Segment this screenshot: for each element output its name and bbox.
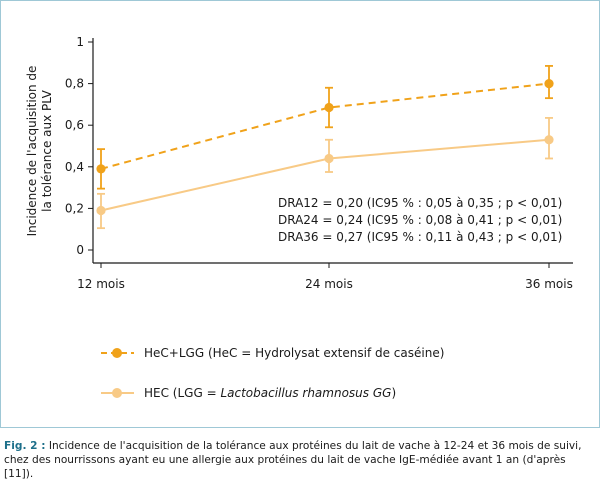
data-point: [96, 164, 106, 174]
data-point: [544, 79, 554, 89]
series-hec-lgg: [96, 65, 554, 190]
y-axis-title: Incidence de l'acquisition dela toléranc…: [25, 66, 54, 237]
line-chart: 0 0,2 0,4 0,6 0,8 1 12 mois 24 mois 36 mois Inci…: [25, 35, 573, 400]
data-point: [324, 153, 334, 164]
caption-text: Incidence de l'acquisition de la toléran…: [4, 440, 582, 480]
legend-marker: [112, 348, 122, 358]
y-tick-label: 0,2: [65, 201, 84, 215]
y-tick-label: 0,4: [65, 160, 84, 174]
series-hec: [96, 117, 554, 230]
legend-item: HEC (LGG = Lactobacillus rhamnosus GG): [101, 386, 396, 400]
dra-annotation: DRA36 = 0,27 (IC95 % : 0,11 à 0,43 ; p <…: [278, 230, 562, 244]
x-tick-label: 12 mois: [77, 277, 125, 291]
data-point: [324, 102, 334, 113]
x-tick-label: 36 mois: [525, 277, 573, 291]
legend: HeC+LGG (HeC = Hydrolysat extensif de ca…: [101, 346, 444, 400]
annotations: DRA12 = 0,20 (IC95 % : 0,05 à 0,35 ; p <…: [278, 196, 562, 244]
series-layer: [96, 65, 554, 230]
figure-panel: 0 0,2 0,4 0,6 0,8 1 12 mois 24 mois 36 mois Inci…: [0, 0, 600, 428]
series-line: [100, 82, 550, 170]
y-tick-label: 0,6: [65, 118, 84, 132]
x-tick-label: 24 mois: [305, 277, 353, 291]
y-tick-label: 0: [76, 243, 84, 257]
data-point: [96, 205, 106, 216]
legend-label: HeC+LGG (HeC = Hydrolysat extensif de ca…: [144, 346, 444, 360]
dra-annotation: DRA24 = 0,24 (IC95 % : 0,08 à 0,41 ; p <…: [278, 213, 562, 227]
legend-item: HeC+LGG (HeC = Hydrolysat extensif de ca…: [101, 346, 444, 360]
dra-annotation: DRA12 = 0,20 (IC95 % : 0,05 à 0,35 ; p <…: [278, 196, 562, 210]
y-axis-label: Incidence de l'acquisition dela toléranc…: [25, 66, 54, 237]
data-point: [544, 135, 554, 145]
legend-marker: [112, 388, 122, 398]
figure-caption: Fig. 2 : Incidence de l'acquisition de l…: [4, 439, 598, 481]
y-tick-label: 0,8: [65, 77, 84, 91]
caption-label: Fig. 2 :: [4, 440, 46, 452]
y-tick-label: 1: [76, 35, 84, 49]
chart-axes: 0 0,2 0,4 0,6 0,8 1 12 mois 24 mois 36 mois: [65, 35, 573, 291]
legend-label: HEC (LGG = Lactobacillus rhamnosus GG): [144, 386, 396, 400]
y-axis-label-line: la tolérance aux PLV: [40, 89, 54, 211]
y-axis-label-line: Incidence de l'acquisition de: [25, 66, 39, 237]
